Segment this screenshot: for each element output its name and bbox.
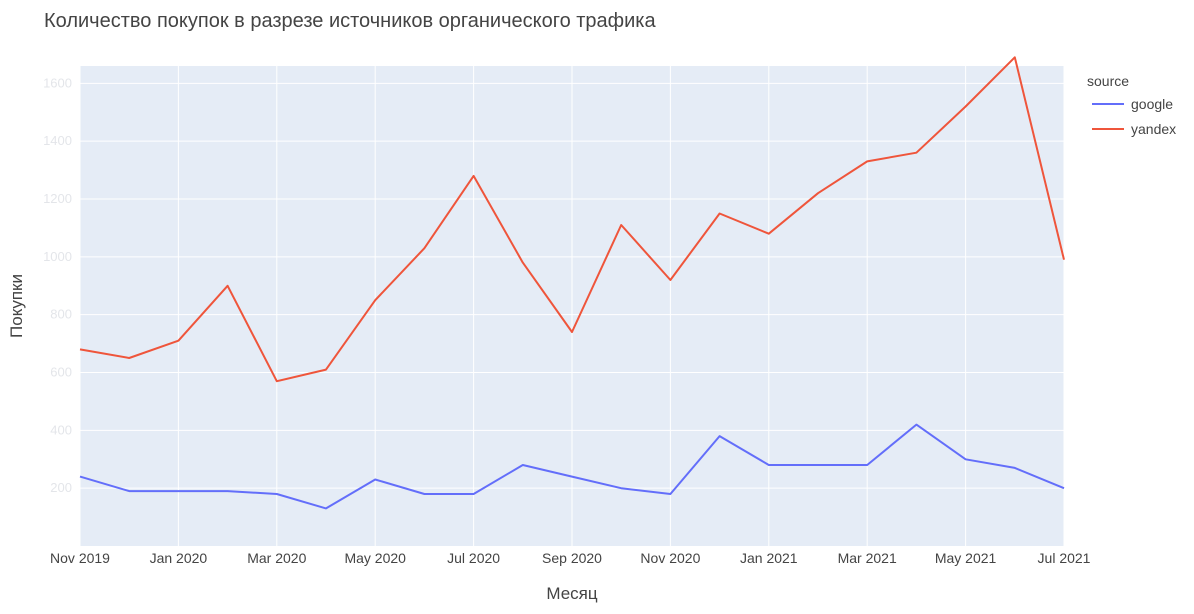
series-line-yandex (79, 56, 1065, 383)
y-axis-label: Покупки (7, 274, 26, 338)
x-tick-label: Jul 2020 (447, 550, 500, 566)
x-tick-label: Sep 2020 (542, 550, 602, 566)
x-tick-label: Jan 2021 (740, 550, 798, 566)
x-tick-label: Nov 2020 (640, 550, 700, 566)
x-tick-label: Nov 2019 (50, 550, 110, 566)
x-tick-labels: Nov 2019 Jan 2020 Mar 2020 May 2020 Jul 2020… (50, 550, 1091, 566)
x-tick-label: Mar 2020 (247, 550, 306, 566)
x-tick-label: May 2020 (344, 550, 406, 566)
y-tick-label: 1200 (43, 191, 72, 206)
series-line-google (79, 423, 1065, 510)
x-tick-label: Mar 2021 (838, 550, 897, 566)
x-tick-label: Jul 2021 (1038, 550, 1091, 566)
y-tick-label: 400 (50, 422, 72, 437)
legend-label-yandex: yandex (1131, 121, 1176, 137)
y-tick-labels: 200 400 600 800 1000 1200 1400 1600 (43, 75, 72, 495)
y-tick-label: 600 (50, 365, 72, 380)
legend-title: source (1087, 73, 1129, 89)
legend-label-google: google (1131, 96, 1173, 112)
grid-lines (79, 66, 1065, 546)
x-tick-label: Jan 2020 (150, 550, 208, 566)
y-tick-label: 1600 (43, 75, 72, 90)
chart-title: Количество покупок в разрезе источников … (44, 10, 656, 32)
x-axis-label: Месяц (546, 584, 598, 603)
x-tick-label: May 2021 (935, 550, 997, 566)
y-tick-label: 1400 (43, 133, 72, 148)
series-lines (79, 56, 1065, 510)
y-tick-label: 1000 (43, 249, 72, 264)
y-tick-label: 200 (50, 480, 72, 495)
y-tick-label: 800 (50, 307, 72, 322)
legend: source google yandex (1087, 73, 1176, 137)
